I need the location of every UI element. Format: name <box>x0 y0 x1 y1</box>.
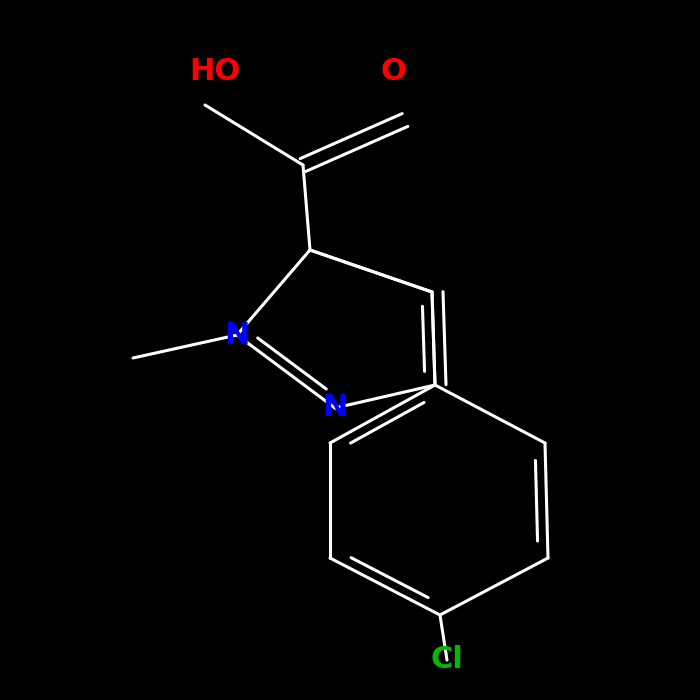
Text: N: N <box>224 321 250 349</box>
Text: Cl: Cl <box>430 645 463 675</box>
Text: HO: HO <box>190 57 241 87</box>
Text: O: O <box>380 57 406 87</box>
Text: N: N <box>322 393 348 423</box>
